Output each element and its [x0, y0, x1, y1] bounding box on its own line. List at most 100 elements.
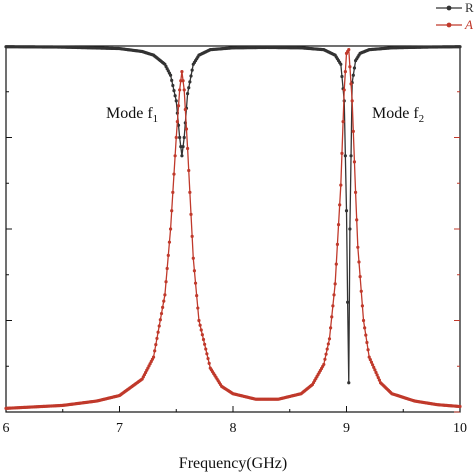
data-point — [187, 168, 191, 173]
data-point — [153, 349, 157, 353]
data-point — [196, 306, 200, 310]
data-point — [181, 145, 185, 149]
left-axis-ticks — [6, 45, 12, 413]
data-point — [358, 274, 362, 279]
data-point — [164, 280, 168, 284]
data-point — [180, 70, 184, 74]
x-axis-label: Frequency(GHz) — [179, 455, 287, 472]
data-point — [179, 145, 183, 149]
data-point — [167, 240, 172, 244]
data-point — [170, 209, 174, 213]
data-point — [168, 73, 173, 77]
data-point — [190, 234, 194, 238]
x-tick-label: 8 — [230, 421, 237, 436]
data-point — [206, 356, 210, 361]
data-point — [178, 135, 182, 140]
series-line — [5, 46, 461, 383]
legend-marker-r — [446, 5, 452, 11]
x-tick-label: 6 — [3, 421, 10, 436]
data-point — [170, 78, 174, 82]
data-point — [371, 363, 375, 367]
x-tick-label: 7 — [116, 421, 123, 436]
legend: R A — [436, 0, 474, 32]
data-point — [339, 183, 343, 187]
data-point — [184, 127, 189, 131]
data-point — [182, 135, 186, 140]
data-point — [333, 282, 337, 286]
data-point — [324, 352, 328, 356]
data-point — [203, 342, 207, 346]
legend-marker-a — [446, 22, 452, 28]
data-point — [348, 65, 352, 69]
data-point — [179, 79, 183, 83]
data-point — [344, 209, 349, 213]
data-point — [173, 154, 177, 158]
data-point — [348, 227, 352, 231]
data-point — [356, 245, 360, 249]
annotation-mode-f1: Mode f1 — [106, 105, 158, 125]
data-point — [166, 253, 170, 257]
data-point — [373, 368, 377, 372]
data-point — [458, 404, 462, 409]
data-point — [327, 337, 332, 341]
data-point — [180, 154, 184, 158]
data-point — [351, 73, 355, 77]
data-point — [330, 315, 334, 319]
data-point — [198, 323, 202, 327]
data-point — [181, 79, 185, 83]
x-tick-label: 10 — [453, 421, 467, 436]
data-point — [191, 256, 195, 260]
data-point — [154, 343, 158, 347]
data-point — [377, 378, 382, 382]
plot-frame — [5, 45, 461, 413]
data-point — [322, 362, 326, 367]
data-point — [368, 358, 372, 362]
data-point — [183, 107, 187, 112]
data-point — [192, 269, 197, 273]
data-point — [182, 88, 186, 92]
data-point — [323, 357, 327, 361]
data-point — [367, 355, 371, 359]
data-point — [168, 227, 173, 231]
data-point — [359, 289, 363, 293]
data-point — [172, 172, 176, 176]
data-point — [343, 70, 347, 74]
data-point — [360, 304, 364, 308]
data-point — [372, 365, 376, 369]
data-point — [161, 305, 165, 309]
data-point — [349, 154, 353, 158]
data-point — [190, 68, 194, 72]
data-point — [186, 91, 190, 96]
data-point — [375, 373, 379, 377]
series-a — [4, 47, 462, 410]
data-point — [199, 328, 203, 332]
data-point — [340, 74, 344, 79]
data-point — [352, 160, 357, 164]
legend-label-r: R — [465, 0, 474, 15]
series-layer — [4, 45, 462, 410]
data-point — [336, 223, 341, 227]
annotation-mode-f2: Mode f2 — [372, 105, 424, 125]
data-point — [178, 88, 182, 92]
data-point — [338, 203, 342, 207]
data-point — [200, 333, 204, 337]
data-point — [363, 326, 367, 330]
data-point — [340, 151, 344, 155]
data-point — [205, 352, 209, 356]
data-point — [171, 190, 175, 194]
data-point — [366, 348, 370, 352]
legend-label-a: A — [464, 17, 473, 32]
data-point — [355, 218, 359, 222]
data-point — [186, 146, 190, 151]
data-point — [158, 318, 162, 322]
data-point — [332, 293, 336, 297]
data-point — [351, 129, 355, 133]
data-point — [176, 104, 181, 108]
data-point — [162, 299, 166, 303]
data-point — [155, 336, 159, 341]
data-point — [175, 120, 179, 124]
data-point — [195, 294, 199, 298]
data-point — [207, 361, 211, 365]
data-point — [172, 89, 176, 93]
